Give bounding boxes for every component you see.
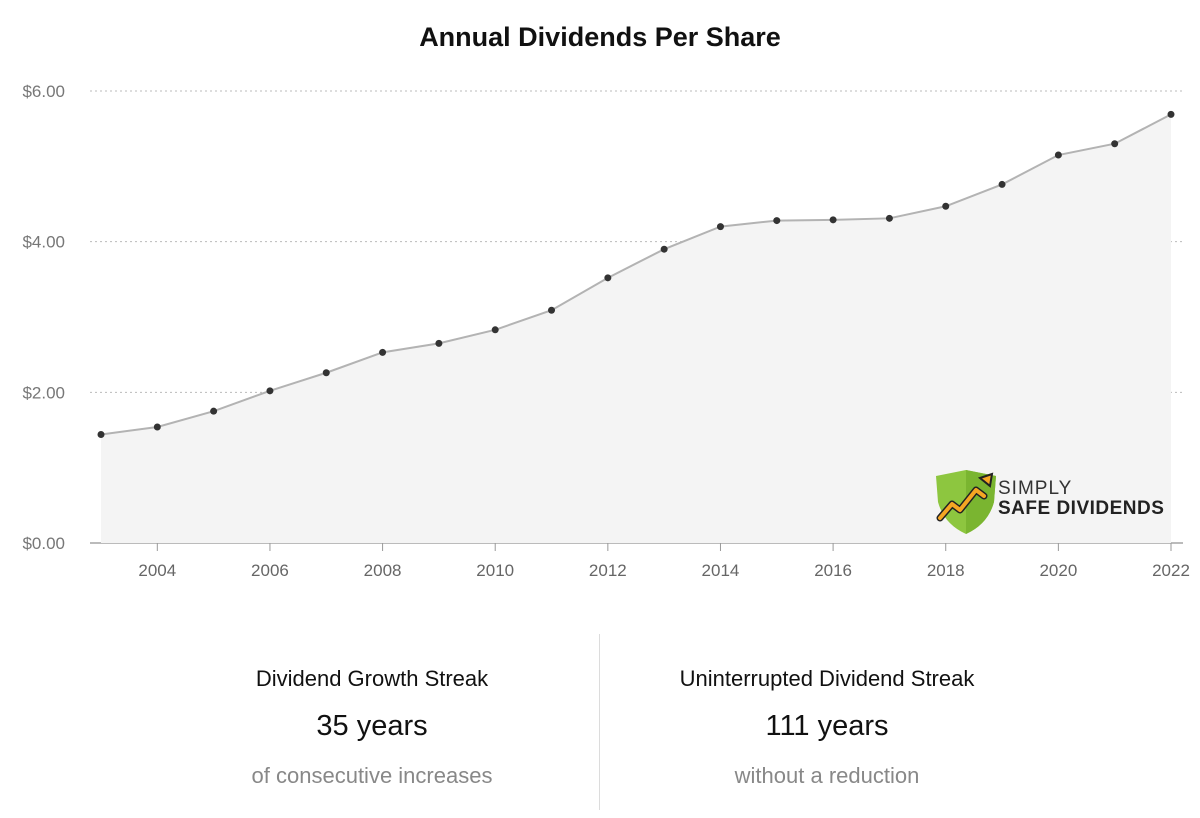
x-tick-label: 2012 [589,561,627,580]
data-point[interactable] [773,217,781,225]
uninterrupted-streak-subtitle: without a reduction [734,763,920,788]
growth-streak-subtitle: of consecutive increases [251,763,493,788]
data-point[interactable] [491,326,499,334]
data-point[interactable] [885,214,893,222]
data-point[interactable] [1054,151,1062,159]
data-point[interactable] [97,431,105,439]
dividend-area-chart: $0.00 $2.00 $4.00 $6.00 2004 2006 2008 2010 201… [22,82,1190,580]
data-point[interactable] [548,306,556,314]
data-point[interactable] [210,407,218,415]
x-tick-label: 2010 [476,561,514,580]
data-point[interactable] [266,387,274,395]
y-tick-label: $4.00 [22,233,65,252]
data-point[interactable] [604,274,612,282]
growth-streak-label: Dividend Growth Streak [255,666,489,691]
x-tick-label: 2018 [927,561,965,580]
data-point[interactable] [1167,110,1175,118]
area-fill [101,114,1171,543]
chart-title: Annual Dividends Per Share [419,22,781,52]
growth-streak: Dividend Growth Streak 35 years of conse… [72,632,672,789]
x-tick-label: 2022 [1152,561,1190,580]
data-point[interactable] [829,216,837,224]
uninterrupted-streak-value: 111 years [765,710,889,742]
growth-streak-value: 35 years [316,710,428,742]
x-tick-label: 2006 [251,561,289,580]
shield-arrow-icon [936,470,996,534]
data-point[interactable] [716,223,724,231]
data-point[interactable] [379,348,387,356]
data-point[interactable] [942,202,950,210]
x-tick-label: 2020 [1039,561,1077,580]
x-tick-label: 2004 [138,561,176,580]
stats-divider [599,634,600,810]
data-point[interactable] [322,369,330,377]
y-tick-label: $6.00 [22,82,65,101]
uninterrupted-streak-label: Uninterrupted Dividend Streak [679,666,975,691]
area-shape [101,114,1171,543]
y-tick-label: $0.00 [22,534,65,553]
y-axis-ticks: $0.00 $2.00 $4.00 $6.00 [22,82,65,553]
series-polyline [100,113,1172,436]
dividend-streak-stats: Dividend Growth Streak 35 years of conse… [0,632,1200,812]
y-tick-label: $2.00 [22,383,65,402]
x-tick-label: 2016 [814,561,852,580]
data-point[interactable] [153,423,161,431]
data-points [97,110,1175,439]
data-point[interactable] [435,339,443,347]
logo-text-line1: SIMPLY [998,478,1073,499]
uninterrupted-streak: Uninterrupted Dividend Streak 111 years … [527,632,1127,789]
series-line [100,113,1172,436]
data-point[interactable] [1111,140,1119,148]
logo-text-line2: SAFE DIVIDENDS [998,498,1165,519]
x-tick-label: 2008 [364,561,402,580]
x-tick-label: 2014 [702,561,740,580]
data-point[interactable] [660,245,668,253]
x-axis-ticks: 2004 2006 2008 2010 2012 2014 2016 2018 2020 2022 [138,543,1190,580]
data-point[interactable] [998,180,1006,188]
